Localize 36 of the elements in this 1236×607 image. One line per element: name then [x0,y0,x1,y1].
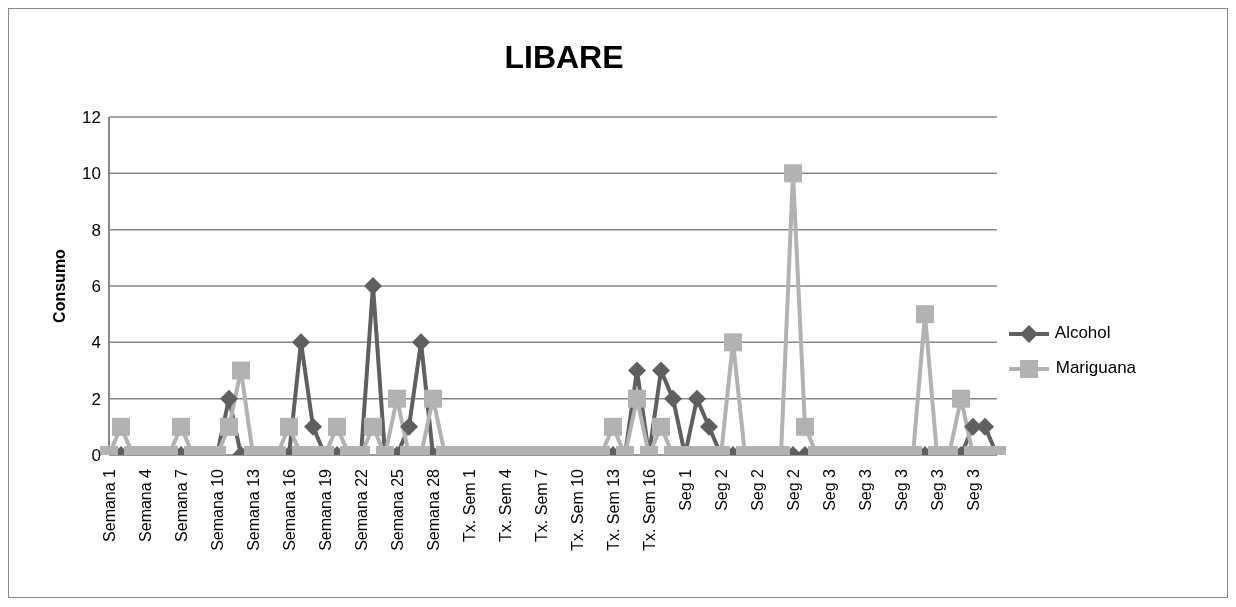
x-tick-label: Tx. Sem 13 [604,468,622,551]
x-tick-label: Seg 3 [820,468,838,511]
x-tick-label: Tx. Sem 10 [568,468,586,551]
y-tick-label: 10 [82,164,101,184]
legend-label: Alcohol [1053,323,1112,344]
x-tick-label: Seg 3 [892,468,910,511]
x-tick-label: Tx. Sem 16 [640,468,658,551]
x-tick-label: Seg 1 [676,468,694,511]
y-tick-label: 6 [91,277,101,297]
chart-title: LIBARE [503,39,625,76]
x-tick-label: Tx. Sem 4 [496,468,514,542]
x-tick-label: Semana 25 [388,468,406,551]
y-tick-label: 4 [91,333,101,353]
x-tick-label: Semana 19 [316,468,334,551]
x-tick-label: Semana 16 [280,468,298,551]
x-tick-label: Seg 2 [784,468,802,511]
y-tick-label: 12 [82,108,101,128]
x-tick-label: Tx. Sem 1 [460,468,478,542]
legend-label: Mariguana [1054,358,1138,379]
x-tick-label: Semana 28 [424,468,442,551]
x-tick-label: Seg 3 [928,468,946,511]
x-tick-label: Semana 4 [136,468,154,542]
x-tick-label: Semana 13 [244,468,262,551]
x-tick-label: Seg 3 [964,468,982,511]
x-tick-label: Seg 2 [712,468,730,511]
x-tick-label: Semana 10 [208,468,226,551]
x-tick-label: Semana 1 [100,468,118,542]
y-tick-label: 0 [91,446,101,466]
x-tick-label: Seg 2 [748,468,766,511]
x-tick-label: Seg 3 [856,468,874,511]
y-tick-label: 2 [91,389,101,409]
y-tick-label: 8 [91,220,101,240]
x-tick-label: Tx. Sem 7 [532,468,550,542]
y-axis-title: Consumo [50,248,68,323]
x-tick-label: Semana 22 [352,468,370,551]
x-tick-label: Semana 7 [172,468,190,542]
